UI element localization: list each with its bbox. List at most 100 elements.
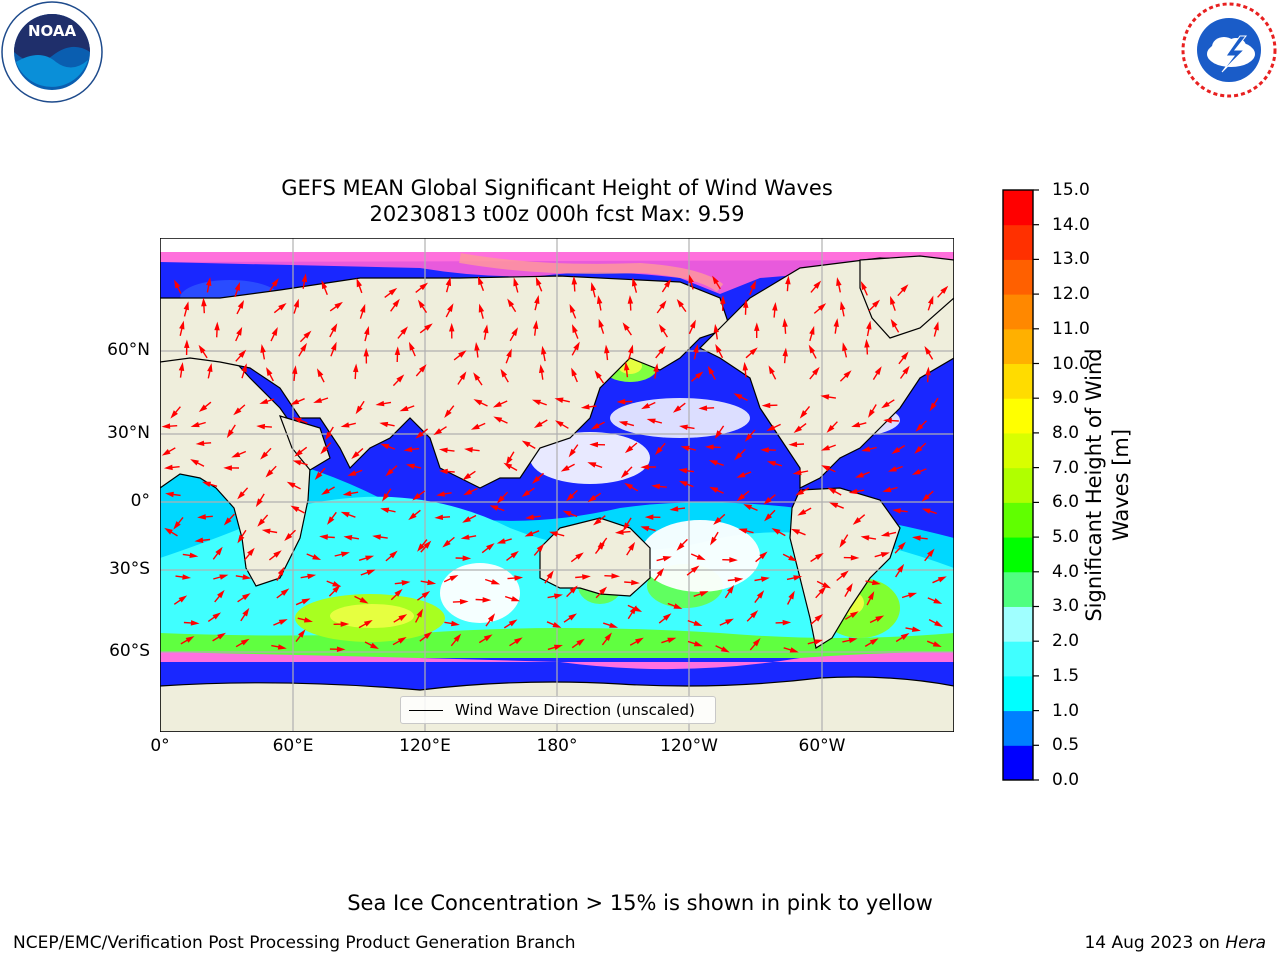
wave-direction-arrowhead — [749, 347, 758, 356]
wave-direction-arrowhead — [241, 363, 247, 373]
wave-direction-arrowhead — [182, 574, 192, 580]
wave-direction-arrowhead — [459, 599, 469, 605]
wave-direction-arrowhead — [696, 554, 706, 561]
wave-direction-arrowhead — [307, 573, 317, 580]
wave-direction-arrowhead — [744, 433, 753, 442]
wave-direction-arrowhead — [343, 534, 353, 541]
wave-direction-arrowhead — [788, 555, 797, 562]
wave-direction-arrowhead — [164, 527, 173, 535]
wave-direction-arrowhead — [330, 341, 337, 351]
wave-direction-arrowhead — [933, 321, 939, 331]
wave-direction-arrowhead — [242, 593, 251, 601]
wave-direction-arrowhead — [207, 363, 213, 373]
wave-direction-arrowhead — [463, 489, 473, 496]
wave-direction-arrowhead — [277, 644, 287, 650]
wave-direction-arrowhead — [554, 397, 564, 403]
wave-direction-arrowhead — [477, 276, 484, 286]
wave-direction-arrowhead — [290, 505, 300, 513]
wave-direction-arrowhead — [937, 576, 947, 583]
colorbar-segment — [1003, 710, 1033, 746]
wave-direction-arrowhead — [364, 326, 370, 335]
lat-tick-30n: 30°N — [107, 423, 150, 443]
wave-direction-arrowhead — [473, 372, 481, 381]
wave-direction-arrowhead — [897, 541, 906, 550]
wave-direction-arrowhead — [790, 528, 801, 535]
wave-direction-arrowhead — [679, 424, 688, 430]
wave-direction-arrowhead — [568, 613, 577, 621]
wave-direction-arrowhead — [624, 482, 634, 490]
wave-direction-arrowhead — [531, 476, 541, 484]
wave-direction-arrowhead — [514, 637, 523, 645]
wave-direction-arrowhead — [842, 342, 848, 352]
wave-direction-arrowhead — [622, 522, 630, 532]
colorbar-segment — [1003, 537, 1033, 573]
wave-direction-arrowhead — [662, 613, 672, 621]
wave-direction-arrowhead — [793, 425, 803, 433]
wave-direction-arrowhead — [541, 345, 547, 355]
wave-direction-arrowhead — [397, 636, 407, 644]
wave-direction-arrowhead — [720, 646, 730, 653]
wave-direction-arrowhead — [173, 521, 181, 530]
wave-direction-arrowhead — [651, 483, 661, 490]
wave-direction-arrowhead — [470, 423, 480, 430]
wave-direction-arrowhead — [658, 324, 666, 333]
wave-direction-arrowhead — [768, 365, 775, 375]
wave-direction-arrowhead — [764, 513, 773, 522]
wave-direction-arrowhead — [761, 402, 771, 409]
wave-direction-arrowhead — [453, 633, 462, 643]
wave-direction-arrowhead — [223, 517, 232, 526]
colorbar-tick-label: 5.0 — [1052, 527, 1080, 548]
wave-direction-arrowhead — [380, 443, 390, 450]
wave-direction-arrowhead — [900, 633, 910, 640]
wave-direction-arrowhead — [399, 405, 409, 412]
wave-direction-arrowhead — [720, 295, 726, 304]
wave-direction-arrowhead — [380, 507, 390, 513]
chart-subtitle: 20230813 t00z 000h fcst Max: 9.59 — [369, 202, 745, 226]
wave-direction-arrowhead — [927, 295, 934, 305]
colorbar-segment — [1003, 259, 1033, 295]
wave-direction-arrowhead — [536, 543, 545, 552]
wind-wave-direction-arrows — [161, 273, 949, 653]
wave-direction-arrowhead — [489, 505, 499, 511]
wave-direction-arrowhead — [487, 613, 496, 622]
wave-direction-arrowhead — [598, 318, 604, 328]
wave-direction-arrowhead — [392, 298, 400, 308]
wave-direction-arrowhead — [760, 576, 770, 582]
wave-direction-arrowhead — [278, 302, 287, 311]
wave-direction-arrowhead — [403, 446, 413, 453]
wave-direction-arrowhead — [237, 534, 245, 544]
wave-direction-arrowhead — [788, 590, 795, 600]
wave-direction-arrowhead — [419, 282, 428, 291]
wave-direction-arrowhead — [940, 285, 949, 294]
wave-direction-arrowhead — [342, 490, 352, 497]
wave-direction-arrowhead — [653, 363, 659, 372]
wave-direction-arrowhead — [433, 428, 442, 436]
wave-direction-arrowhead — [462, 516, 471, 523]
wave-direction-arrowhead — [394, 346, 401, 356]
wave-direction-arrowhead — [569, 585, 578, 594]
wave-direction-arrowhead — [506, 348, 512, 358]
wave-direction-arrowhead — [418, 364, 427, 373]
wave-direction-arrowhead — [445, 277, 452, 287]
nws-logo — [1181, 2, 1277, 98]
wave-direction-arrowhead — [815, 553, 824, 560]
wave-direction-arrowhead — [366, 569, 376, 576]
wave-direction-arrowhead — [772, 301, 778, 311]
wave-direction-arrowhead — [491, 579, 501, 585]
wave-direction-arrowhead — [934, 620, 943, 627]
wave-direction-arrowhead — [736, 471, 746, 478]
wave-direction-arrowhead — [507, 298, 515, 308]
wave-direction-arrowhead — [580, 404, 590, 410]
wave-direction-arrowhead — [198, 344, 206, 354]
lon-tick-120e: 120°E — [399, 736, 451, 756]
wave-direction-arrowhead — [277, 566, 285, 576]
colorbar-tick-label: 10.0 — [1052, 353, 1090, 374]
colorbar-tick-label: 15.0 — [1052, 180, 1090, 200]
wave-direction-arrowhead — [604, 344, 610, 354]
wave-direction-arrowhead — [850, 555, 860, 561]
wave-direction-arrowhead — [462, 473, 472, 481]
wave-direction-arrowhead — [496, 495, 505, 504]
wave-direction-arrowhead — [532, 320, 539, 329]
wave-direction-arrowhead — [505, 456, 513, 466]
colorbar-tick-label: 6.0 — [1052, 492, 1080, 513]
